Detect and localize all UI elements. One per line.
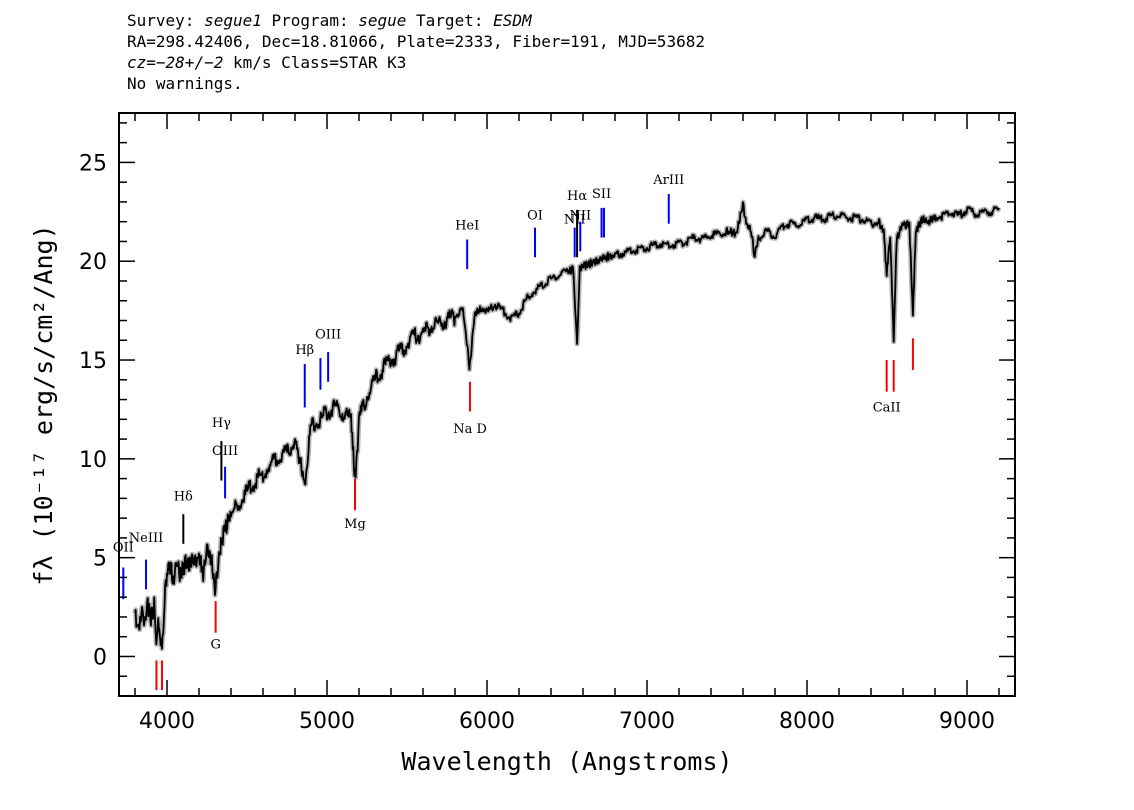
x-axis-title: Wavelength (Angstroms) bbox=[401, 747, 732, 776]
spectrum-series bbox=[134, 201, 1000, 650]
header-line-coordinates: RA=298.42406, Dec=18.81066, Plate=2333, … bbox=[127, 32, 705, 51]
x-tick-label: 6000 bbox=[459, 709, 515, 734]
cz-value: −28+/−2 bbox=[155, 53, 224, 72]
x-tick-label: 5000 bbox=[299, 709, 355, 734]
target-label: Target: bbox=[416, 11, 484, 30]
x-axis: 4000 5000 6000 7000 8000 9000 bbox=[134, 113, 1000, 734]
line-marker-label: ArIII bbox=[652, 173, 684, 188]
cz-label: cz= bbox=[127, 53, 156, 72]
line-marker-label: CaII bbox=[873, 400, 901, 415]
spectrum-header: Survey: segue1 Program: segue Target: ES… bbox=[127, 10, 705, 94]
program-label: Program: bbox=[271, 11, 349, 30]
y-tick-label: 15 bbox=[79, 349, 107, 374]
line-marker-label: OIII bbox=[315, 327, 341, 342]
header-line-redshift: cz=−28+/−2 km/s Class=STAR K3 bbox=[127, 52, 705, 73]
y-axis: 0 5 10 15 20 25 bbox=[79, 122, 1015, 677]
line-marker-label: OIII bbox=[212, 444, 238, 459]
header-line-survey: Survey: segue1 Program: segue Target: ES… bbox=[127, 10, 705, 31]
x-tick-label: 7000 bbox=[619, 709, 675, 734]
y-tick-label: 5 bbox=[93, 547, 107, 572]
line-marker-label: Hβ bbox=[295, 343, 314, 358]
y-tick-label: 20 bbox=[79, 250, 107, 275]
x-tick-label: 8000 bbox=[779, 709, 835, 734]
line-marker-label: Na D bbox=[453, 422, 487, 437]
spectrum-line bbox=[134, 201, 1000, 650]
y-tick-label: 25 bbox=[79, 151, 107, 176]
line-marker-label: Mg bbox=[344, 517, 366, 532]
x-tick-label: 4000 bbox=[139, 709, 195, 734]
line-marker-label: Hδ bbox=[174, 489, 193, 504]
plot-frame bbox=[118, 112, 1016, 697]
line-marker-label: Hγ bbox=[212, 416, 231, 431]
line-marker-label: SII bbox=[592, 187, 611, 202]
cz-rest: km/s Class=STAR K3 bbox=[223, 53, 407, 72]
line-marker-label: OI bbox=[527, 209, 543, 224]
x-tick-label: 9000 bbox=[939, 709, 995, 734]
y-axis-title: fλ (10⁻¹⁷ erg/s/cm²/Ang) bbox=[29, 224, 58, 585]
program-value: segue bbox=[358, 11, 407, 30]
line-marker-label: Hα bbox=[567, 189, 587, 204]
y-tick-label: 0 bbox=[93, 645, 107, 670]
y-tick-label: 10 bbox=[79, 448, 107, 473]
line-marker-label: G bbox=[210, 638, 220, 653]
line-marker-label: HeI bbox=[455, 219, 479, 234]
line-marker-label: NII bbox=[569, 209, 591, 224]
target-value: ESDM bbox=[493, 11, 532, 30]
header-line-warnings: No warnings. bbox=[127, 74, 243, 93]
survey-value: segue1 bbox=[204, 11, 262, 30]
survey-label: Survey: bbox=[127, 11, 195, 30]
line-marker-label: NeIII bbox=[129, 531, 163, 546]
